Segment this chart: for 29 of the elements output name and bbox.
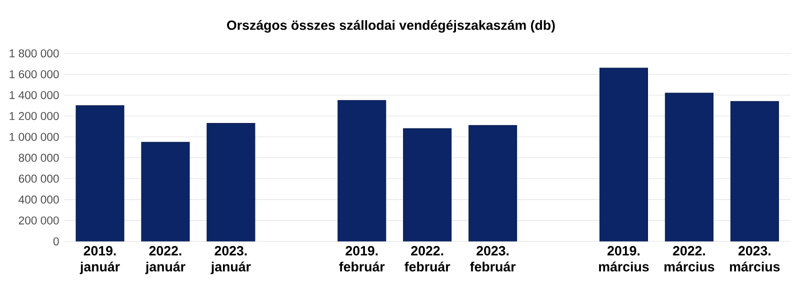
y-tick-label: 400 000: [18, 196, 59, 204]
bar: [76, 106, 124, 242]
x-tick-label: 2022. január: [145, 246, 186, 274]
bar: [141, 142, 190, 242]
y-tick-label: 800 000: [18, 154, 59, 162]
y-tick-label: 1 600 000: [10, 70, 59, 78]
y-tick-label: 1 000 000: [10, 132, 59, 141]
y-tick-label: 600 000: [18, 174, 59, 183]
bar: [206, 123, 255, 242]
x-tick-label: 2019. február: [339, 246, 385, 272]
x-tick-label: 2019. január: [80, 246, 120, 274]
chart-title: Országos összes szállodai vendégéjszakaszám (db): [227, 20, 555, 33]
bar: [664, 92, 714, 242]
bar: [468, 125, 518, 242]
bar: [338, 100, 386, 242]
y-tick-label: 200 000: [18, 216, 59, 224]
y-tick-label: 1 200 000: [10, 112, 59, 120]
x-tick-label: 2019. március: [599, 246, 649, 272]
x-tick-label: 2022. március: [664, 246, 714, 272]
x-tick-label: 2023. március: [730, 246, 780, 272]
bar: [730, 101, 779, 242]
x-tick-label: 2023. február: [470, 246, 516, 272]
y-tick-label: 1 800 000: [10, 49, 59, 58]
bar: [403, 128, 452, 242]
y-tick-label: 1 400 000: [10, 91, 59, 100]
y-tick-label: 0: [53, 237, 59, 246]
x-tick-label: 2023. január: [210, 246, 251, 274]
bar: [599, 68, 648, 242]
x-tick-label: 2022. február: [404, 246, 450, 272]
